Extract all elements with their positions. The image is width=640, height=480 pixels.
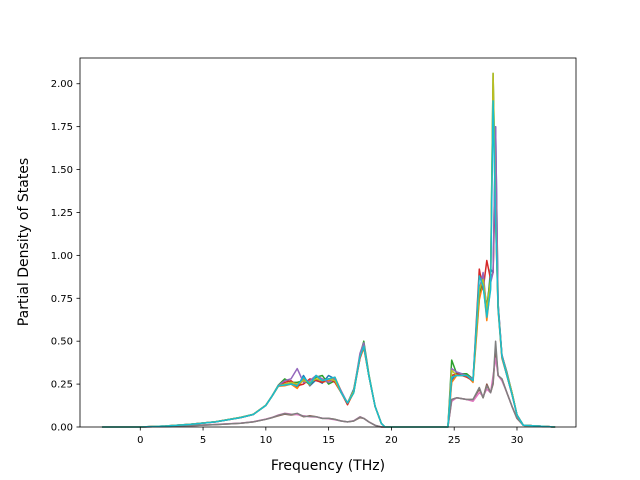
y-tick-label: 0.00 bbox=[51, 423, 73, 434]
x-tick-label: 25 bbox=[448, 435, 461, 446]
plot-frame bbox=[79, 57, 577, 428]
x-tick-label: 30 bbox=[511, 435, 524, 446]
series-layer bbox=[101, 72, 556, 428]
x-tick-label: 0 bbox=[137, 435, 143, 446]
y-axis-label: Partial Density of States bbox=[16, 158, 32, 326]
y-tick-label: 2.00 bbox=[51, 79, 73, 90]
series-line-10 bbox=[101, 100, 556, 428]
y-tick-label: 0.75 bbox=[51, 294, 73, 305]
y-tick-label: 0.50 bbox=[51, 337, 73, 348]
x-tick-label: 10 bbox=[259, 435, 272, 446]
x-axis-ticks: 0 5 10 15 20 25 30 bbox=[137, 427, 523, 446]
x-tick-label: 20 bbox=[385, 435, 398, 446]
x-tick-label: 5 bbox=[200, 435, 206, 446]
x-tick-label: 15 bbox=[322, 435, 335, 446]
y-axis-ticks: 0.00 0.25 0.50 0.75 1.00 1.25 1.50 1.75 2.00 bbox=[51, 79, 80, 434]
y-tick-label: 1.50 bbox=[51, 165, 73, 176]
y-tick-label: 1.00 bbox=[51, 251, 73, 262]
x-axis-label: Frequency (THz) bbox=[271, 458, 385, 474]
y-tick-label: 1.25 bbox=[51, 208, 73, 219]
y-tick-label: 1.75 bbox=[51, 122, 73, 133]
series-line-8 bbox=[101, 340, 556, 428]
y-tick-label: 0.25 bbox=[51, 380, 73, 391]
